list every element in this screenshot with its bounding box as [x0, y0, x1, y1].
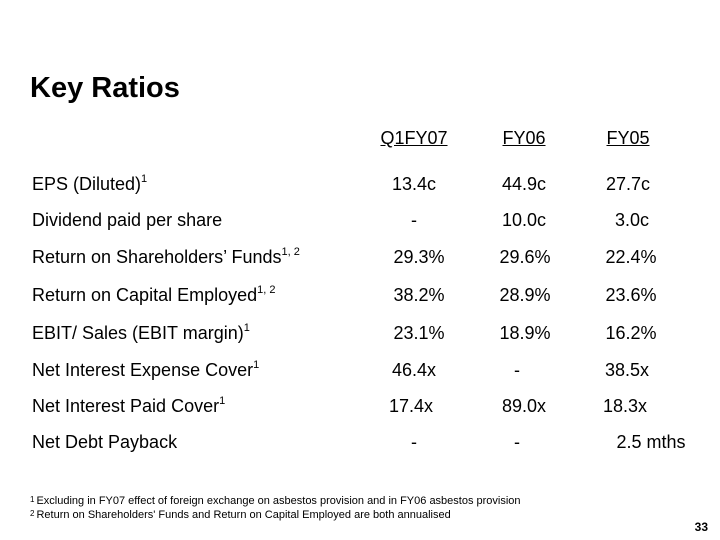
table-row: Return on Shareholders’ Funds1, 2 29.3% 29…: [0, 246, 720, 271]
row-label-text: Net Debt Payback: [32, 432, 178, 452]
cell-fy06: 89.0x: [501, 396, 547, 416]
row-label-text: EBIT/ Sales (EBIT margin): [32, 323, 244, 343]
row-label-text: Net Interest Paid Cover: [32, 396, 220, 416]
footnote-ref: 1: [253, 359, 260, 371]
cell-q1fy07: 46.4x: [391, 360, 437, 380]
row-label: Return on Shareholders’ Funds1, 2: [32, 246, 300, 268]
footnote-text: Excluding in FY07 effect of foreign exch…: [36, 495, 521, 507]
column-header: FY05: [606, 128, 650, 148]
row-label: Return on Capital Employed1, 2: [32, 284, 276, 306]
cell-q1fy07: 23.1%: [393, 323, 445, 343]
page-title: Key Ratios: [30, 72, 180, 104]
row-label-text: Net Interest Expense Cover: [32, 360, 254, 380]
cell-q1fy07: -: [411, 432, 417, 452]
cell-fy06: 44.9c: [501, 174, 547, 194]
cell-q1fy07: 13.4c: [391, 174, 437, 194]
cell-q1fy07: 29.3%: [393, 247, 445, 267]
cell-fy05: 27.7c: [605, 174, 651, 194]
row-label-text: Return on Shareholders’ Funds: [32, 247, 282, 267]
footnote-ref: 1: [243, 322, 250, 334]
footnote-ref: 1, 2: [257, 284, 276, 296]
cell-fy06: 18.9%: [499, 323, 551, 343]
table-row: Return on Capital Employed1, 2 38.2% 28.9%…: [0, 284, 720, 309]
footnote-mark: 2: [30, 509, 35, 518]
cell-q1fy07: 38.2%: [393, 285, 445, 305]
column-header: FY06: [502, 128, 546, 148]
footnote-text: Return on Shareholders' Funds and Return…: [36, 509, 451, 521]
row-label: EPS (Diluted)1: [32, 173, 148, 195]
table-row: Dividend paid per share - 10.0c 3.0c: [0, 210, 720, 234]
row-label-text: EPS (Diluted): [32, 174, 142, 194]
cell-fy05: 23.6%: [605, 285, 657, 305]
footnote-ref: 1: [141, 173, 148, 185]
cell-q1fy07: 17.4x: [388, 396, 434, 416]
page-number: 33: [694, 520, 708, 534]
cell-fy06: 29.6%: [499, 247, 551, 267]
cell-fy05: 2.5 mths: [616, 432, 686, 452]
cell-fy05: 38.5x: [604, 360, 650, 380]
row-label: Net Interest Expense Cover1: [32, 359, 260, 381]
row-label-text: Dividend paid per share: [32, 210, 223, 230]
row-label-text: Return on Capital Employed: [32, 285, 258, 305]
footnote-ref: 1: [219, 395, 226, 407]
table-row: Net Debt Payback - - 2.5 mths: [0, 432, 720, 456]
cell-fy05: 22.4%: [605, 247, 657, 267]
table-row: EPS (Diluted)1 13.4c 44.9c 27.7c: [0, 173, 720, 198]
footnote: 1 Excluding in FY07 effect of foreign exc…: [30, 495, 521, 507]
footnote-mark: 1: [30, 495, 35, 504]
row-label: Net Interest Paid Cover1: [32, 395, 226, 417]
cell-fy05: 18.3x: [602, 396, 648, 416]
cell-fy06: 10.0c: [501, 210, 547, 230]
table-row: Net Interest Paid Cover1 17.4x 89.0x 18.3x: [0, 395, 720, 420]
cell-q1fy07: -: [411, 210, 417, 230]
table-row: EBIT/ Sales (EBIT margin)1 23.1% 18.9% 16.2…: [0, 322, 720, 347]
row-label: Net Debt Payback: [32, 432, 177, 453]
row-label: EBIT/ Sales (EBIT margin)1: [32, 322, 250, 344]
table-row: Net Interest Expense Cover1 46.4x - 38.5x: [0, 359, 720, 384]
footnote: 2 Return on Shareholders' Funds and Retur…: [30, 509, 451, 521]
cell-fy06: 28.9%: [499, 285, 551, 305]
row-label: Dividend paid per share: [32, 210, 222, 231]
column-header: Q1FY07: [380, 128, 448, 148]
cell-fy06: -: [514, 360, 520, 380]
cell-fy05: 16.2%: [605, 323, 657, 343]
cell-fy05: 3.0c: [614, 210, 650, 230]
footnote-ref: 1, 2: [281, 246, 300, 258]
cell-fy06: -: [514, 432, 520, 452]
